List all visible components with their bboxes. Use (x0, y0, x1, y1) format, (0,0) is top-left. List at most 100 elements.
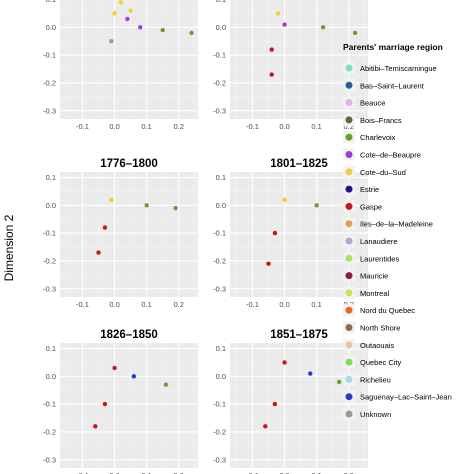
legend-label: Iles–de–la–Madeleine (360, 220, 433, 229)
data-point (93, 424, 98, 429)
y-tick-label: -0.3 (213, 284, 226, 293)
y-tick-label: 0.1 (46, 173, 56, 182)
y-tick-label: -0.3 (43, 455, 56, 464)
legend-key (345, 151, 353, 158)
data-point (263, 424, 268, 429)
y-tick-label: -0.1 (43, 400, 56, 409)
legend-key (345, 116, 353, 124)
legend-label: Mauricie (360, 272, 388, 281)
panel-background (60, 172, 198, 297)
legend-label: Cote–du–Sud (360, 168, 406, 177)
legend-label: Outaouais (360, 341, 394, 350)
y-tick-label: -0.3 (43, 284, 56, 293)
data-point (109, 39, 114, 44)
y-tick-label: -0.1 (213, 400, 226, 409)
legend-item: Cote–du–Sud (343, 165, 406, 178)
panel-points (109, 0, 194, 44)
panel-title: 1776–1800 (100, 158, 158, 170)
legend: Parents' marriage region Abitibi–Temiscam… (343, 42, 452, 420)
y-tick-label: -0.1 (43, 51, 56, 60)
legend-key (345, 289, 353, 297)
legend-label: Quebec City (360, 358, 402, 367)
y-tick-label: -0.3 (213, 455, 226, 464)
x-tick-label: -0.1 (246, 122, 259, 131)
legend-item: Saguenay–Lac–Saint–Jean (343, 390, 452, 403)
data-point (102, 225, 108, 230)
x-tick-label: -0.1 (76, 300, 89, 309)
legend-label: Unknown (360, 410, 391, 419)
legend-item: Gaspe (343, 200, 382, 213)
legend-item: Outaouais (343, 338, 394, 351)
y-tick-label: -0.3 (43, 106, 56, 115)
legend-item: Unknown (343, 408, 391, 420)
y-tick-label: 0.0 (46, 372, 56, 381)
legend-label: Montreal (360, 289, 390, 298)
legend-item: Beauce (343, 96, 385, 109)
y-axis-label: Dimension 2 (2, 214, 16, 281)
legend-key (345, 237, 353, 245)
data-point (160, 27, 165, 33)
legend-item: Bois–Francs (343, 113, 402, 126)
y-tick-label: 0.0 (216, 372, 226, 381)
legend-key (345, 358, 353, 366)
data-point (272, 230, 278, 236)
panel-title: 1801–1825 (270, 158, 328, 170)
x-tick-label: 0.2 (344, 122, 354, 131)
legend-key (345, 99, 353, 107)
legend-item: Estrie (343, 183, 379, 196)
legend-item: Nord du Quebec (343, 304, 415, 317)
x-tick-label: -0.1 (76, 471, 89, 474)
y-tick-label: -0.2 (43, 256, 56, 265)
legend-title: Parents' marriage region (343, 42, 443, 52)
x-tick-label: 0.1 (141, 300, 151, 309)
y-tick-label: 0.1 (216, 173, 226, 182)
data-point (128, 8, 133, 13)
y-tick-label: -0.1 (213, 229, 226, 238)
legend-item: Iles–de–la–Madeleine (343, 217, 433, 230)
y-tick-label: 0.0 (46, 201, 56, 210)
x-tick-label: 0.0 (279, 300, 289, 309)
legend-item: Richelieu (343, 373, 391, 386)
data-point (320, 25, 326, 30)
legend-key (345, 393, 353, 401)
legend-label: Cote–de–Beaupre (360, 151, 421, 160)
panel-background (60, 343, 198, 468)
x-tick-label: -0.1 (246, 471, 259, 474)
x-tick-label: 0.0 (109, 300, 119, 309)
y-tick-label: 0.1 (46, 344, 56, 353)
y-tick-label: 0.1 (216, 0, 226, 4)
legend-item: Montreal (343, 286, 390, 299)
y-tick-label: -0.2 (213, 256, 226, 265)
legend-label: Lanaudiere (360, 237, 398, 246)
legend-key (345, 410, 353, 418)
data-point (163, 382, 169, 387)
panel-points (263, 360, 342, 429)
legend-item: North Shore (343, 321, 400, 334)
legend-item: Mauricie (343, 269, 388, 282)
y-tick-label: -0.1 (43, 229, 56, 238)
x-tick-label: 0.2 (174, 300, 184, 309)
x-tick-label: 0.0 (279, 471, 289, 474)
x-tick-label: 0.1 (141, 122, 151, 131)
legend-label: Saguenay–Lac–Saint–Jean (360, 393, 452, 402)
y-tick-label: -0.1 (213, 51, 226, 60)
legend-label: Abitibi–Temiscamingue (360, 64, 437, 73)
y-tick-label: 0.0 (216, 23, 226, 32)
data-point (269, 47, 274, 52)
legend-item: Quebec City (343, 356, 402, 369)
legend-key (345, 375, 353, 383)
data-point (131, 374, 137, 379)
data-point (138, 25, 143, 30)
panel-points (269, 11, 358, 77)
data-point (282, 360, 287, 365)
legend-label: Beauce (360, 99, 385, 108)
y-tick-label: -0.2 (43, 427, 56, 436)
data-point (314, 203, 319, 208)
data-point (275, 11, 281, 16)
data-point (336, 379, 342, 385)
x-tick-label: 0.1 (311, 471, 321, 474)
legend-item: Abitibi–Temiscamingue (343, 62, 437, 74)
legend-item: Laurentides (343, 252, 399, 265)
x-tick-label: 0.1 (311, 300, 321, 309)
data-point (352, 30, 358, 36)
